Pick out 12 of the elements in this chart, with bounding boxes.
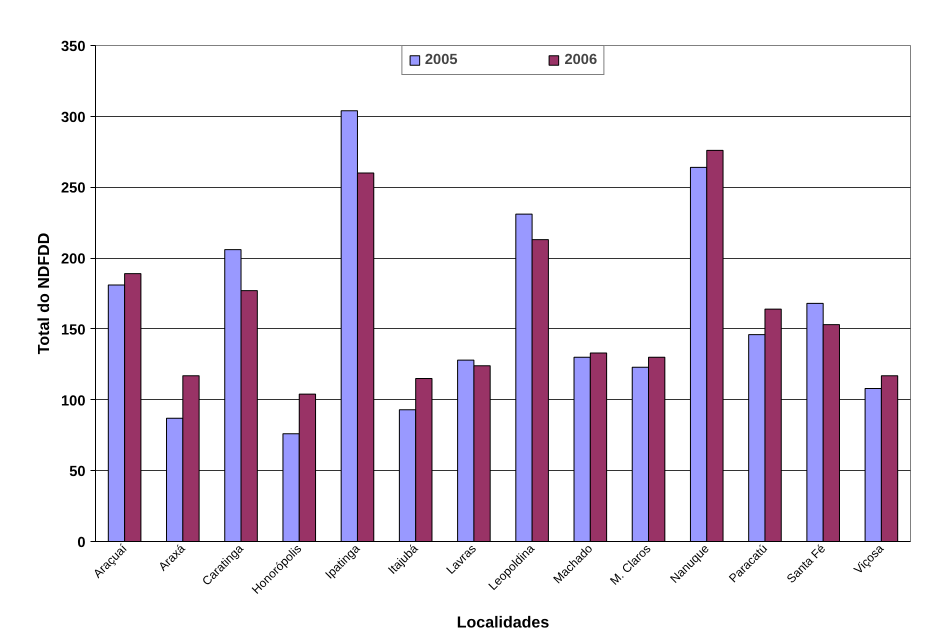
legend-label: 2006 xyxy=(564,52,598,68)
y-tick-label: 250 xyxy=(61,180,86,197)
legend-label: 2005 xyxy=(424,52,458,68)
x-axis-title: Localidades xyxy=(456,614,550,632)
y-tick-label: 200 xyxy=(61,252,86,268)
y-tick-label: 50 xyxy=(69,464,86,480)
y-tick-label: 350 xyxy=(61,39,86,55)
y-tick-label: 0 xyxy=(77,535,86,551)
y-axis-title: Total do NDFDD xyxy=(36,232,54,354)
y-tick-label: 150 xyxy=(61,322,86,338)
y-tick-label: 100 xyxy=(61,393,86,410)
y-tick-label: 300 xyxy=(61,110,86,126)
